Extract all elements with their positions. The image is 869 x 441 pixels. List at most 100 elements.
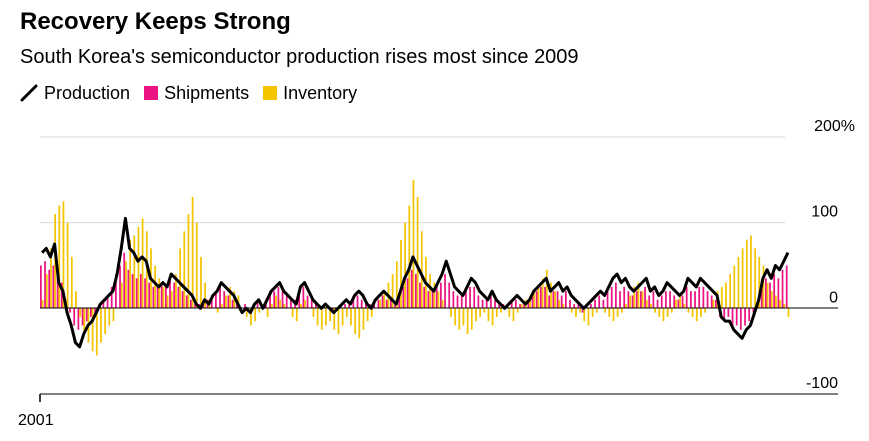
shipments-bar — [681, 295, 684, 309]
inventory-bar — [550, 282, 552, 309]
shipments-bar — [727, 308, 730, 317]
inventory-bar — [112, 308, 115, 322]
inventory-bar — [166, 295, 169, 309]
inventory-bar — [170, 291, 173, 309]
inventory-bar — [500, 308, 502, 313]
inventory-bar — [608, 308, 611, 317]
y-axis-ticks: 200% 100 0 -100 — [806, 118, 855, 392]
shipments-bar — [56, 274, 59, 309]
legend-label-inventory: Inventory — [283, 82, 358, 103]
inventory-bar — [720, 286, 723, 309]
shipments-bar — [85, 308, 88, 322]
inventory-bar — [341, 308, 344, 326]
shipments-bar — [456, 295, 459, 309]
legend-item-inventory: Inventory — [263, 83, 357, 104]
inventory-bar — [312, 308, 315, 317]
shipments-bar — [177, 286, 180, 309]
legend-label-shipments: Shipments — [164, 82, 250, 103]
inventory-bar — [179, 248, 181, 309]
shipments-bar — [752, 308, 755, 313]
inventory-bar — [325, 308, 327, 326]
inventory-bar — [337, 308, 340, 335]
shipments-bar — [377, 299, 380, 309]
shipments-bar — [269, 291, 271, 309]
shipments-bar — [106, 295, 109, 309]
shipments-bar — [669, 291, 671, 309]
production-line — [41, 216, 790, 349]
inventory-bar — [216, 308, 219, 313]
inventory-bar — [783, 304, 786, 309]
shipments-bar — [735, 308, 738, 326]
shipments-bar — [573, 304, 576, 309]
inventory-bar — [154, 265, 156, 309]
shipments-bar — [490, 295, 492, 309]
shipments-bar — [173, 282, 176, 309]
legend: Production Shipments Inventory — [20, 82, 371, 104]
shipments-bar — [69, 308, 71, 313]
shipments-bar — [410, 269, 413, 309]
inventory-bar — [79, 308, 81, 317]
shipments-bar — [415, 274, 417, 309]
shipments-bar — [360, 299, 363, 309]
shipments-bar — [44, 261, 46, 309]
shipments-bar — [306, 295, 309, 309]
inventory-bar — [666, 308, 669, 317]
shipments-bar — [48, 269, 51, 309]
legend-item-production: Production — [20, 83, 130, 104]
inventory-bar — [483, 308, 486, 313]
shipments-bar — [235, 304, 238, 309]
shipments-bar — [140, 274, 142, 309]
inventory-bar — [133, 235, 136, 309]
inventory-bar — [383, 291, 386, 309]
shipments-bar — [469, 286, 471, 309]
shipments-bar — [685, 286, 688, 309]
shipments-bar — [419, 282, 421, 309]
inventory-bar — [420, 231, 423, 309]
shipments-bar — [94, 308, 96, 313]
y-tick-label: 100 — [811, 204, 838, 221]
inventory-bar — [475, 308, 477, 322]
inventory-bar — [712, 299, 715, 309]
shipments-bar — [648, 295, 651, 309]
shipments-bar — [181, 291, 184, 309]
inventory-bar — [520, 304, 523, 309]
chart-subtitle: South Korea's semiconductor production r… — [20, 46, 579, 68]
shipments-bar — [394, 304, 396, 309]
shipments-bar — [627, 291, 630, 309]
shipments-bar — [610, 286, 613, 309]
shipments-bar — [781, 269, 784, 309]
y-tick-label: 0 — [829, 289, 838, 306]
inventory-bar — [754, 248, 756, 309]
shipments-bar — [581, 308, 584, 313]
inventory-bar — [737, 256, 740, 309]
inventory-bar — [91, 308, 94, 352]
inventory-bar — [41, 299, 44, 309]
inventory-swatch-icon — [263, 86, 278, 100]
inventory-bar — [554, 291, 556, 309]
shipments-bar — [569, 299, 571, 309]
shipments-bar — [194, 304, 196, 309]
inventory-bar — [162, 286, 165, 309]
shipments-bar — [223, 291, 226, 309]
shipments-swatch-icon — [144, 86, 159, 100]
inventory-bar — [637, 282, 640, 309]
inventory-bar — [370, 308, 373, 317]
inventory-bar — [220, 304, 223, 309]
shipments-bar — [406, 278, 409, 309]
shipments-bar — [81, 308, 84, 326]
inventory-bar — [725, 282, 727, 309]
shipments-bar — [219, 286, 221, 309]
inventory-bar — [579, 308, 581, 313]
shipments-bar — [285, 295, 288, 309]
inventory-bar — [83, 308, 86, 335]
shipments-bar — [523, 304, 526, 309]
shipments-bar — [598, 295, 601, 309]
inventory-bar — [491, 308, 494, 326]
shipments-bar — [315, 304, 317, 309]
inventory-bar — [258, 308, 261, 313]
inventory-bar — [641, 291, 644, 309]
shipments-bar — [710, 295, 713, 309]
shipments-bar — [135, 278, 138, 309]
shipments-bar — [152, 286, 155, 309]
inventory-bar — [300, 304, 302, 309]
